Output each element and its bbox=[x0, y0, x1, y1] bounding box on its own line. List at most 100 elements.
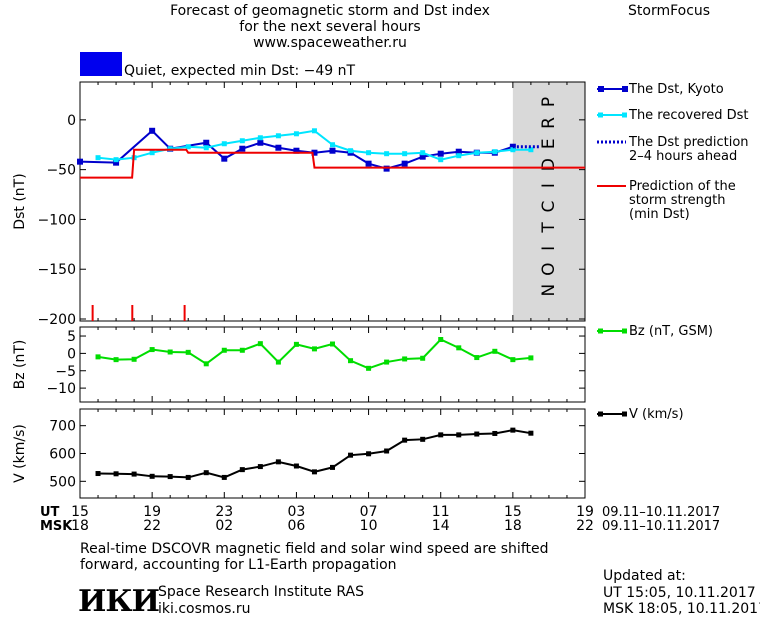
legend-dst-1-swatch-point bbox=[598, 112, 603, 118]
time-axis-date-range: 09.11–10.11.2017 bbox=[602, 505, 720, 520]
series-v-0-point bbox=[492, 430, 498, 436]
series-v-0-point bbox=[203, 470, 209, 476]
series-v-0-point bbox=[456, 432, 462, 438]
time-axis-tick-label: 11 bbox=[432, 504, 450, 520]
series-bz-0-point bbox=[402, 356, 408, 362]
legend-dst-2-label: The Dst prediction bbox=[628, 135, 749, 150]
series-dst-1-point bbox=[456, 153, 462, 159]
legend-dst-1-swatch-point bbox=[622, 112, 627, 118]
institute-name: Space Research Institute RAS bbox=[158, 584, 364, 600]
series-v-0-point bbox=[384, 448, 390, 454]
series-bz-0-point bbox=[456, 345, 462, 351]
series-bz-0 bbox=[97, 338, 531, 370]
series-dst-1-point bbox=[203, 145, 209, 151]
series-dst-1-point bbox=[275, 133, 281, 139]
time-axis-tick-label: 07 bbox=[360, 504, 378, 520]
series-bz-0-point bbox=[185, 349, 191, 355]
y-axis-label-v: V (km/s) bbox=[12, 424, 28, 483]
time-axis-tick-label: 15 bbox=[71, 504, 89, 520]
time-axis-tick-label: 19 bbox=[576, 504, 594, 520]
series-bz-0-point bbox=[239, 347, 245, 353]
panel-frame-dst bbox=[79, 81, 586, 322]
series-bz-0-point bbox=[528, 355, 534, 361]
y-tick-label-dst: 0 bbox=[67, 113, 76, 129]
series-dst-1-point bbox=[293, 131, 299, 137]
series-dst-1-point bbox=[330, 142, 335, 148]
y-tick-label-v: 600 bbox=[49, 447, 76, 463]
series-bz-0-point bbox=[348, 358, 354, 364]
series-v-0-point bbox=[474, 431, 480, 437]
legend-dst-1-label: The recovered Dst bbox=[628, 108, 748, 123]
series-dst-0-point bbox=[203, 139, 210, 146]
time-axis-tick-label: 22 bbox=[576, 518, 594, 534]
series-bz-0-point bbox=[438, 337, 444, 342]
prediction-label-char: N bbox=[539, 284, 559, 297]
series-v-0-point bbox=[348, 452, 354, 458]
chart-title-line1: Forecast of geomagnetic storm and Dst in… bbox=[170, 3, 490, 19]
series-dst-0-point bbox=[329, 147, 336, 154]
time-axis-tick-label: 10 bbox=[360, 518, 378, 534]
status-text: Quiet, expected min Dst: −49 nT bbox=[124, 63, 356, 79]
footer-note-line2: forward, accounting for L1-Earth propaga… bbox=[80, 557, 397, 573]
y-tick-label-bz: −10 bbox=[46, 381, 76, 397]
series-v-0-point bbox=[257, 464, 263, 470]
legend-dst-3-label: Prediction of the bbox=[629, 179, 736, 194]
legend-v-0-label: V (km/s) bbox=[629, 407, 684, 422]
prediction-label-char: T bbox=[539, 222, 559, 234]
time-axis-date-range: 09.11–10.11.2017 bbox=[602, 519, 720, 534]
series-v-0-point bbox=[221, 474, 227, 480]
time-axis-tick-label: 22 bbox=[143, 518, 161, 534]
status-color-box bbox=[80, 52, 122, 76]
series-dst-0-point bbox=[149, 127, 156, 134]
series-v-0-point bbox=[149, 473, 155, 479]
legend-bz-0-label: Bz (nT, GSM) bbox=[629, 324, 713, 339]
time-axis-tick-label: 23 bbox=[215, 504, 233, 520]
brand-name: StormFocus bbox=[628, 3, 711, 19]
legend-dst-0-swatch-point bbox=[622, 86, 628, 92]
series-dst-0-point bbox=[365, 160, 372, 167]
time-axis-tick-label: 03 bbox=[288, 504, 306, 520]
legend-bz-0-swatch-point bbox=[598, 328, 603, 334]
institute-site[interactable]: iki.cosmos.ru bbox=[158, 601, 251, 617]
series-v-0-point bbox=[95, 471, 101, 477]
series-dst-1-point bbox=[185, 144, 191, 150]
prediction-label-char: C bbox=[539, 201, 559, 213]
y-tick-label-v: 500 bbox=[49, 474, 76, 490]
series-bz-0-point bbox=[510, 357, 516, 363]
y-tick-label-bz: 0 bbox=[67, 346, 76, 362]
series-dst-1-point bbox=[420, 150, 426, 156]
prediction-label-char: P bbox=[539, 97, 559, 107]
y-tick-label-dst: −100 bbox=[38, 212, 76, 228]
legend-dst-0-swatch-point bbox=[598, 86, 604, 92]
series-v-0-point bbox=[366, 451, 372, 457]
series-dst-1-point bbox=[438, 157, 444, 163]
time-axis-row-label: MSK bbox=[40, 519, 73, 534]
legend-v-0-swatch-point bbox=[598, 411, 603, 417]
updated-label: Updated at: bbox=[603, 568, 686, 584]
prediction-band bbox=[512, 82, 585, 321]
legend-dst-2-label: 2–4 hours ahead bbox=[629, 149, 737, 164]
series-bz-0-point bbox=[311, 346, 317, 352]
y-axis-label-bz: Bz (nT) bbox=[12, 340, 28, 390]
series-dst-0-point bbox=[419, 153, 426, 160]
y-tick-label-dst: −150 bbox=[38, 262, 76, 278]
chart-title-line2: for the next several hours bbox=[239, 19, 421, 35]
series-bz-0-point bbox=[113, 357, 119, 363]
series-dst-0-point bbox=[455, 148, 462, 155]
site-url[interactable]: www.spaceweather.ru bbox=[253, 35, 407, 51]
series-bz-0-point bbox=[366, 365, 372, 371]
series-v-0-point bbox=[528, 430, 534, 436]
series-v-0-point bbox=[131, 471, 137, 477]
series-dst-1-point bbox=[510, 147, 516, 153]
time-axis-tick-label: 18 bbox=[71, 518, 89, 534]
time-axis-tick-label: 02 bbox=[215, 518, 233, 534]
series-dst-1-point bbox=[113, 157, 119, 163]
series-dst-3 bbox=[80, 148, 585, 179]
series-v-0-point bbox=[330, 464, 335, 470]
series-dst-0-point bbox=[77, 158, 83, 165]
series-dst-0-point bbox=[257, 139, 264, 146]
series-v-0-point bbox=[275, 459, 281, 465]
series-dst-1-point bbox=[95, 155, 101, 161]
series-bz-0-point bbox=[275, 359, 281, 365]
